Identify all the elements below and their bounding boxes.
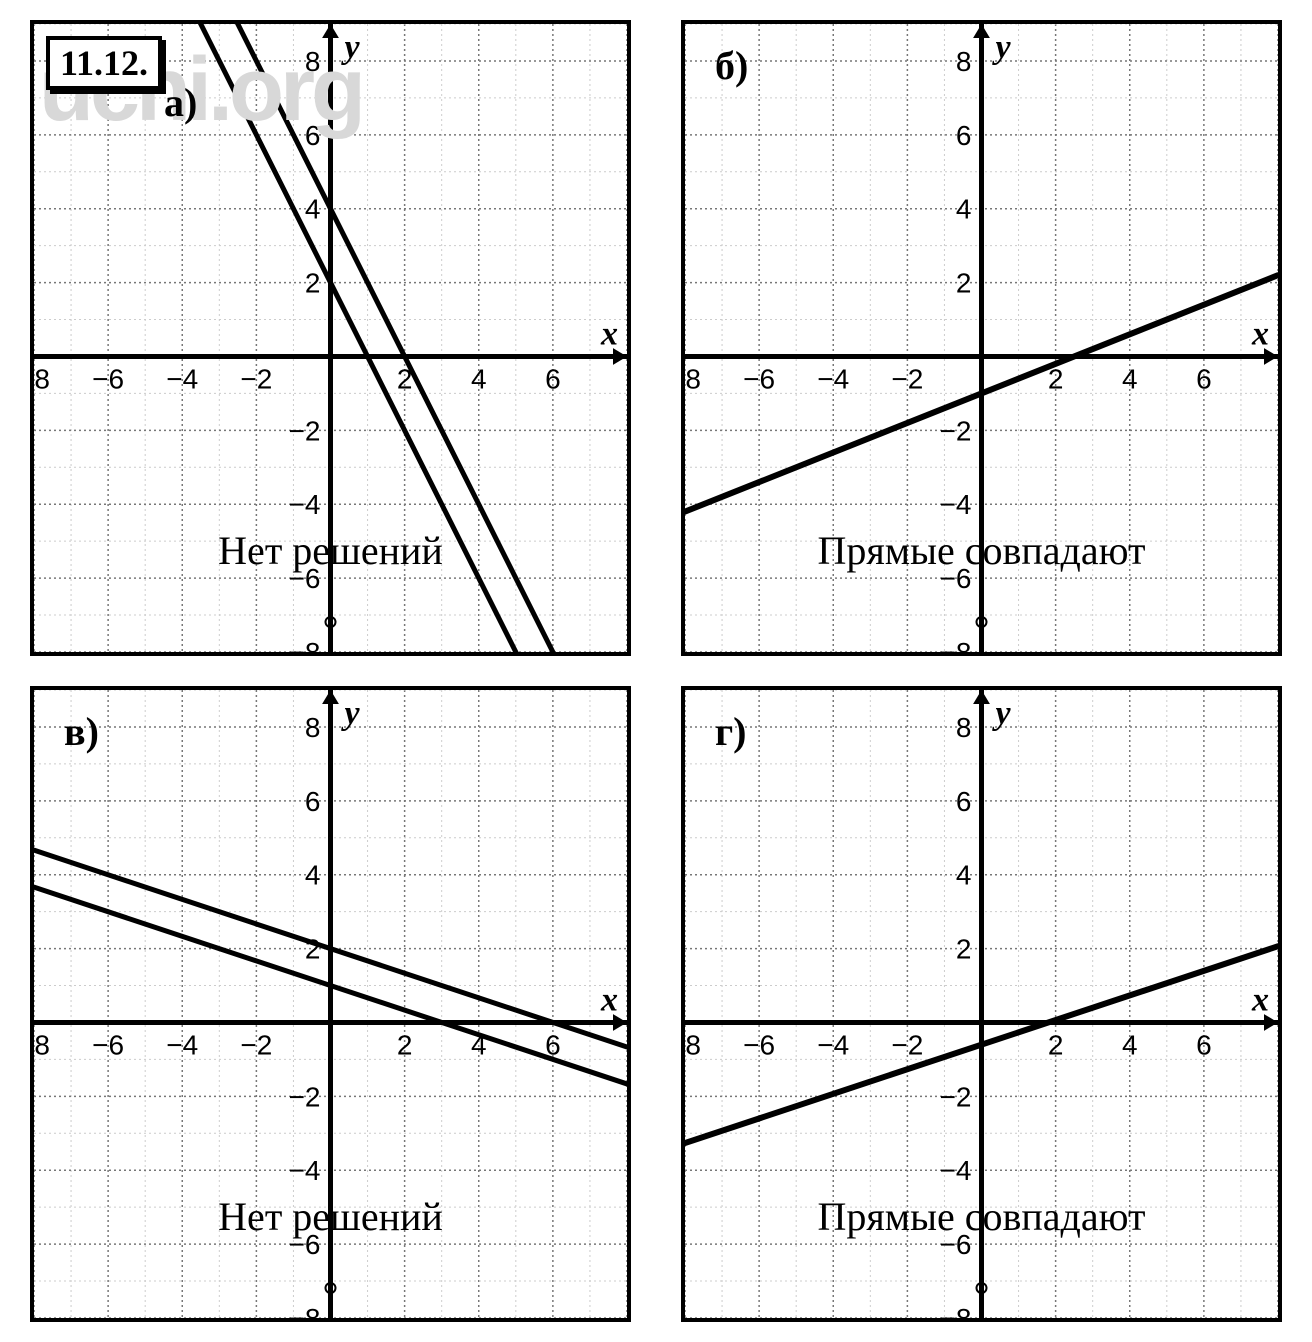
svg-text:6: 6: [1196, 363, 1212, 394]
svg-text:x: x: [1251, 981, 1269, 1018]
svg-text:4: 4: [956, 194, 972, 225]
svg-text:y: y: [992, 29, 1012, 66]
svg-text:2: 2: [956, 268, 972, 299]
svg-text:2: 2: [305, 934, 321, 965]
svg-text:−2: −2: [940, 415, 972, 446]
svg-text:4: 4: [1122, 363, 1138, 394]
svg-text:6: 6: [545, 363, 561, 394]
svg-text:−6: −6: [92, 1029, 124, 1060]
svg-text:8: 8: [305, 46, 321, 77]
svg-text:−2: −2: [289, 1081, 321, 1112]
svg-text:4: 4: [471, 363, 487, 394]
svg-text:−4: −4: [166, 1029, 198, 1060]
svg-text:−6: −6: [743, 363, 775, 394]
svg-text:−8: −8: [940, 637, 972, 652]
svg-text:6: 6: [305, 120, 321, 151]
svg-text:4: 4: [1122, 1029, 1138, 1060]
svg-text:x: x: [600, 981, 618, 1018]
svg-text:6: 6: [1196, 1029, 1212, 1060]
svg-text:−2: −2: [289, 415, 321, 446]
svg-text:2: 2: [397, 1029, 413, 1060]
panel-a-caption: Нет решений: [34, 527, 627, 574]
svg-text:−6: −6: [743, 1029, 775, 1060]
panel-g-letter: г): [715, 708, 746, 755]
panel-g-caption: Прямые совпадают: [685, 1193, 1278, 1240]
svg-text:−8: −8: [685, 363, 701, 394]
problem-number-box: 11.12.: [46, 36, 162, 90]
svg-text:−4: −4: [940, 489, 972, 520]
svg-text:−8: −8: [940, 1303, 972, 1318]
svg-text:−4: −4: [940, 1155, 972, 1186]
svg-text:4: 4: [956, 860, 972, 891]
svg-text:−6: −6: [92, 363, 124, 394]
svg-text:2: 2: [1048, 1029, 1064, 1060]
svg-text:4: 4: [305, 194, 321, 225]
panel-v-caption: Нет решений: [34, 1193, 627, 1240]
svg-text:2: 2: [956, 934, 972, 965]
panel-a: uchi.org 11.12. а) xy−8−6−4−2246−8−6−4−2…: [30, 20, 631, 656]
svg-text:2: 2: [305, 268, 321, 299]
svg-text:−8: −8: [34, 363, 50, 394]
svg-text:y: y: [992, 695, 1012, 732]
svg-text:y: y: [341, 695, 361, 732]
svg-text:x: x: [1251, 315, 1269, 352]
svg-text:6: 6: [956, 786, 972, 817]
svg-text:−8: −8: [289, 637, 321, 652]
svg-text:−2: −2: [240, 363, 272, 394]
panel-v-letter: в): [64, 708, 99, 755]
svg-text:−2: −2: [891, 363, 923, 394]
svg-text:8: 8: [305, 712, 321, 743]
svg-text:−4: −4: [289, 1155, 321, 1186]
svg-text:−4: −4: [817, 1029, 849, 1060]
svg-text:6: 6: [956, 120, 972, 151]
svg-text:−2: −2: [240, 1029, 272, 1060]
panel-v: в) xy−8−6−4−2246−8−6−4−22468 Нет решений: [30, 686, 631, 1322]
panel-a-letter: а): [164, 79, 197, 126]
panel-b-caption: Прямые совпадают: [685, 527, 1278, 574]
svg-text:x: x: [600, 315, 618, 352]
svg-text:y: y: [341, 29, 361, 66]
svg-text:−2: −2: [891, 1029, 923, 1060]
svg-text:−4: −4: [817, 363, 849, 394]
svg-text:−8: −8: [685, 1029, 701, 1060]
panel-g: г) xy−8−6−4−2246−8−6−4−22468 Прямые совп…: [681, 686, 1282, 1322]
svg-text:−4: −4: [289, 489, 321, 520]
panel-b: б) xy−8−6−4−2246−8−6−4−22468 Прямые совп…: [681, 20, 1282, 656]
panel-b-letter: б): [715, 42, 748, 89]
svg-text:−8: −8: [34, 1029, 50, 1060]
svg-text:−2: −2: [940, 1081, 972, 1112]
svg-text:−8: −8: [289, 1303, 321, 1318]
svg-text:8: 8: [956, 712, 972, 743]
svg-text:−4: −4: [166, 363, 198, 394]
svg-text:8: 8: [956, 46, 972, 77]
svg-text:4: 4: [305, 860, 321, 891]
svg-text:6: 6: [305, 786, 321, 817]
page-grid: uchi.org 11.12. а) xy−8−6−4−2246−8−6−4−2…: [0, 0, 1312, 1342]
